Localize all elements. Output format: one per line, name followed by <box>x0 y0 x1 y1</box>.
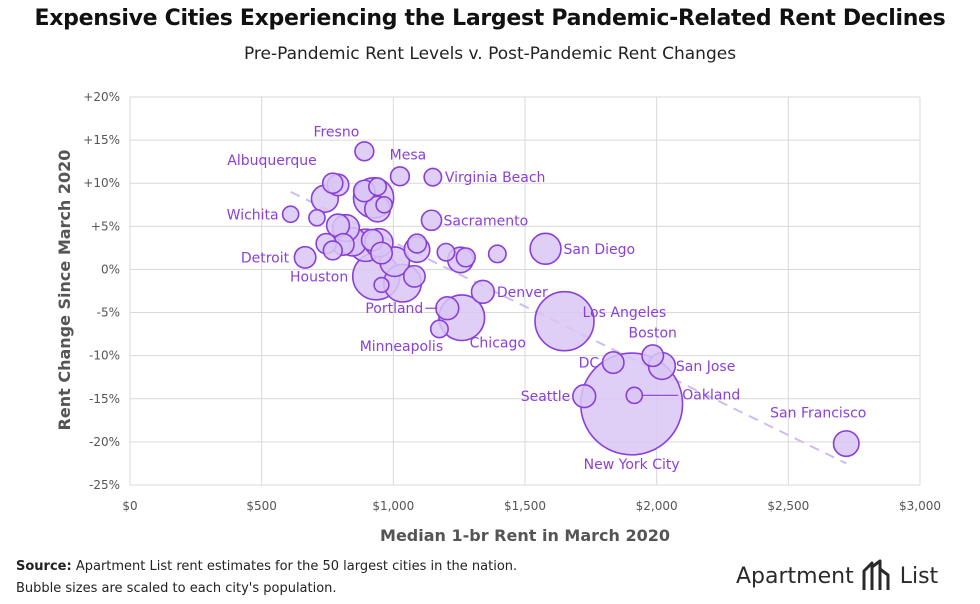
bubble <box>308 208 326 227</box>
bubbles <box>281 141 860 458</box>
logo-text-right: List <box>899 563 939 589</box>
bubble <box>406 233 428 254</box>
label-minneapolis: Minneapolis <box>360 339 443 355</box>
label-new-york-city: New York City <box>584 457 680 473</box>
label-los-angeles: Los Angeles <box>583 305 667 321</box>
x-tick-label: $500 <box>246 499 277 513</box>
logo-text-left: Apartment <box>736 563 854 589</box>
chart-subtitle: Pre-Pandemic Rent Levels v. Post-Pandemi… <box>243 44 737 64</box>
y-axis-label: Rent Change Since March 2020 <box>55 150 74 431</box>
axes: +20% +15% +10% +5% 0% -5% -10% -15% -20% -25%$0 $5… <box>83 90 941 513</box>
bubble <box>375 195 393 214</box>
x-tick-label: $1,500 <box>504 499 546 513</box>
scatter-chart: +20% +15% +10% +5% 0% -5% -10% -15% -20% -25%$0 $5… <box>55 90 941 545</box>
label-portland: Portland <box>365 301 423 317</box>
bubble <box>455 247 476 268</box>
x-tick-label: $1,000 <box>372 499 414 513</box>
bubble-detroit <box>293 245 317 269</box>
apartment-list-logo: Apartment List <box>736 556 938 596</box>
source-text: Apartment List rent estimates for the 50… <box>75 559 518 574</box>
footer-note: Source: Apartment List rent estimates fo… <box>16 556 517 600</box>
label-chicago: Chicago <box>470 336 526 352</box>
label-mesa: Mesa <box>390 147 427 163</box>
bubble <box>369 241 394 265</box>
y-tick-label: -25% <box>89 478 120 492</box>
bubble-seattle <box>572 384 597 409</box>
y-tick-label: +15% <box>83 133 120 147</box>
bubble-virginia-beach <box>423 167 443 187</box>
label-fresno: Fresno <box>313 124 359 140</box>
label-san-francisco: San Francisco <box>770 406 866 422</box>
bubble-sacramento <box>420 209 443 232</box>
bubble-wichita <box>281 205 300 224</box>
bubble-san-diego <box>529 232 562 265</box>
point-labels: Fresno Mesa Virginia Beach Albuquerque Wichi… <box>227 124 867 473</box>
bubble <box>402 264 426 288</box>
bubble-boston <box>641 344 665 368</box>
label-detroit: Detroit <box>241 250 290 266</box>
y-tick-label: +10% <box>83 176 120 190</box>
label-san-jose: San Jose <box>676 359 735 375</box>
y-tick-label: +20% <box>83 90 120 104</box>
bubble-denver <box>470 279 496 305</box>
source-label: Source: <box>16 559 72 574</box>
apartment-list-logo-icon <box>862 559 890 590</box>
chart-title: Expensive Cities Experiencing the Larges… <box>34 6 946 31</box>
label-virginia-beach: Virginia Beach <box>445 170 546 186</box>
bubble-mesa <box>389 166 411 187</box>
x-tick-label: $2,000 <box>636 499 678 513</box>
label-boston: Boston <box>629 326 677 342</box>
bubble-size-note: Bubble sizes are scaled to each city's p… <box>16 581 337 596</box>
label-san-diego: San Diego <box>564 242 636 258</box>
y-tick-label: -5% <box>97 306 120 320</box>
x-tick-label: $3,000 <box>899 499 941 513</box>
bubble <box>487 244 507 264</box>
bubble <box>436 242 456 262</box>
y-tick-label: -15% <box>89 392 120 406</box>
bubble-san-francisco <box>832 430 860 458</box>
x-tick-label: $2,500 <box>767 499 809 513</box>
bubble-minneapolis <box>429 319 449 339</box>
y-tick-label: -10% <box>89 349 120 363</box>
bubble-fresno <box>354 141 375 162</box>
bubble-oakland <box>625 386 644 405</box>
bubble-albuquerque <box>321 172 344 195</box>
label-albuquerque: Albuquerque <box>227 153 316 169</box>
label-sacramento: Sacramento <box>444 213 529 229</box>
bubble-dc <box>601 351 625 375</box>
label-houston: Houston <box>290 269 348 285</box>
bubble <box>322 240 343 261</box>
label-seattle: Seattle <box>521 389 571 405</box>
label-oakland: Oakland <box>682 387 740 403</box>
label-wichita: Wichita <box>227 207 279 223</box>
bubble-portland <box>435 296 460 321</box>
bubble <box>373 276 390 294</box>
y-tick-label: -20% <box>89 435 120 449</box>
grid-lines <box>129 96 921 486</box>
y-tick-label: +5% <box>91 219 120 233</box>
label-denver: Denver <box>497 285 548 301</box>
x-tick-label: $0 <box>122 499 137 513</box>
label-dc: DC <box>579 356 600 372</box>
x-axis-label: Median 1-br Rent in March 2020 <box>380 526 670 545</box>
y-tick-label: 0% <box>101 262 120 276</box>
bubble-los-angeles <box>534 290 595 352</box>
bubble <box>368 177 388 197</box>
